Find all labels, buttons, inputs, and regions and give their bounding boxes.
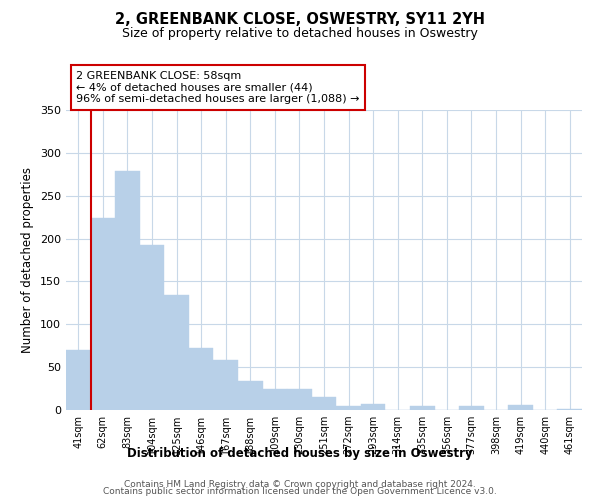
Y-axis label: Number of detached properties: Number of detached properties xyxy=(22,167,34,353)
Text: 2, GREENBANK CLOSE, OSWESTRY, SY11 2YH: 2, GREENBANK CLOSE, OSWESTRY, SY11 2YH xyxy=(115,12,485,28)
Text: Contains HM Land Registry data © Crown copyright and database right 2024.: Contains HM Land Registry data © Crown c… xyxy=(124,480,476,489)
Text: Distribution of detached houses by size in Oswestry: Distribution of detached houses by size … xyxy=(127,448,473,460)
Text: Size of property relative to detached houses in Oswestry: Size of property relative to detached ho… xyxy=(122,28,478,40)
Bar xyxy=(115,171,140,410)
Bar xyxy=(263,390,287,410)
Bar xyxy=(214,360,238,410)
Bar xyxy=(410,406,434,410)
Bar xyxy=(312,397,336,410)
Bar xyxy=(459,406,484,410)
Bar xyxy=(91,218,115,410)
Bar xyxy=(557,409,582,410)
Bar xyxy=(164,295,189,410)
Bar xyxy=(189,348,214,410)
Bar xyxy=(238,381,263,410)
Bar xyxy=(66,350,91,410)
Bar xyxy=(140,244,164,410)
Bar xyxy=(287,388,312,410)
Text: 2 GREENBANK CLOSE: 58sqm
← 4% of detached houses are smaller (44)
96% of semi-de: 2 GREENBANK CLOSE: 58sqm ← 4% of detache… xyxy=(76,71,360,104)
Text: Contains public sector information licensed under the Open Government Licence v3: Contains public sector information licen… xyxy=(103,488,497,496)
Bar xyxy=(361,404,385,410)
Bar xyxy=(336,406,361,410)
Bar xyxy=(508,405,533,410)
